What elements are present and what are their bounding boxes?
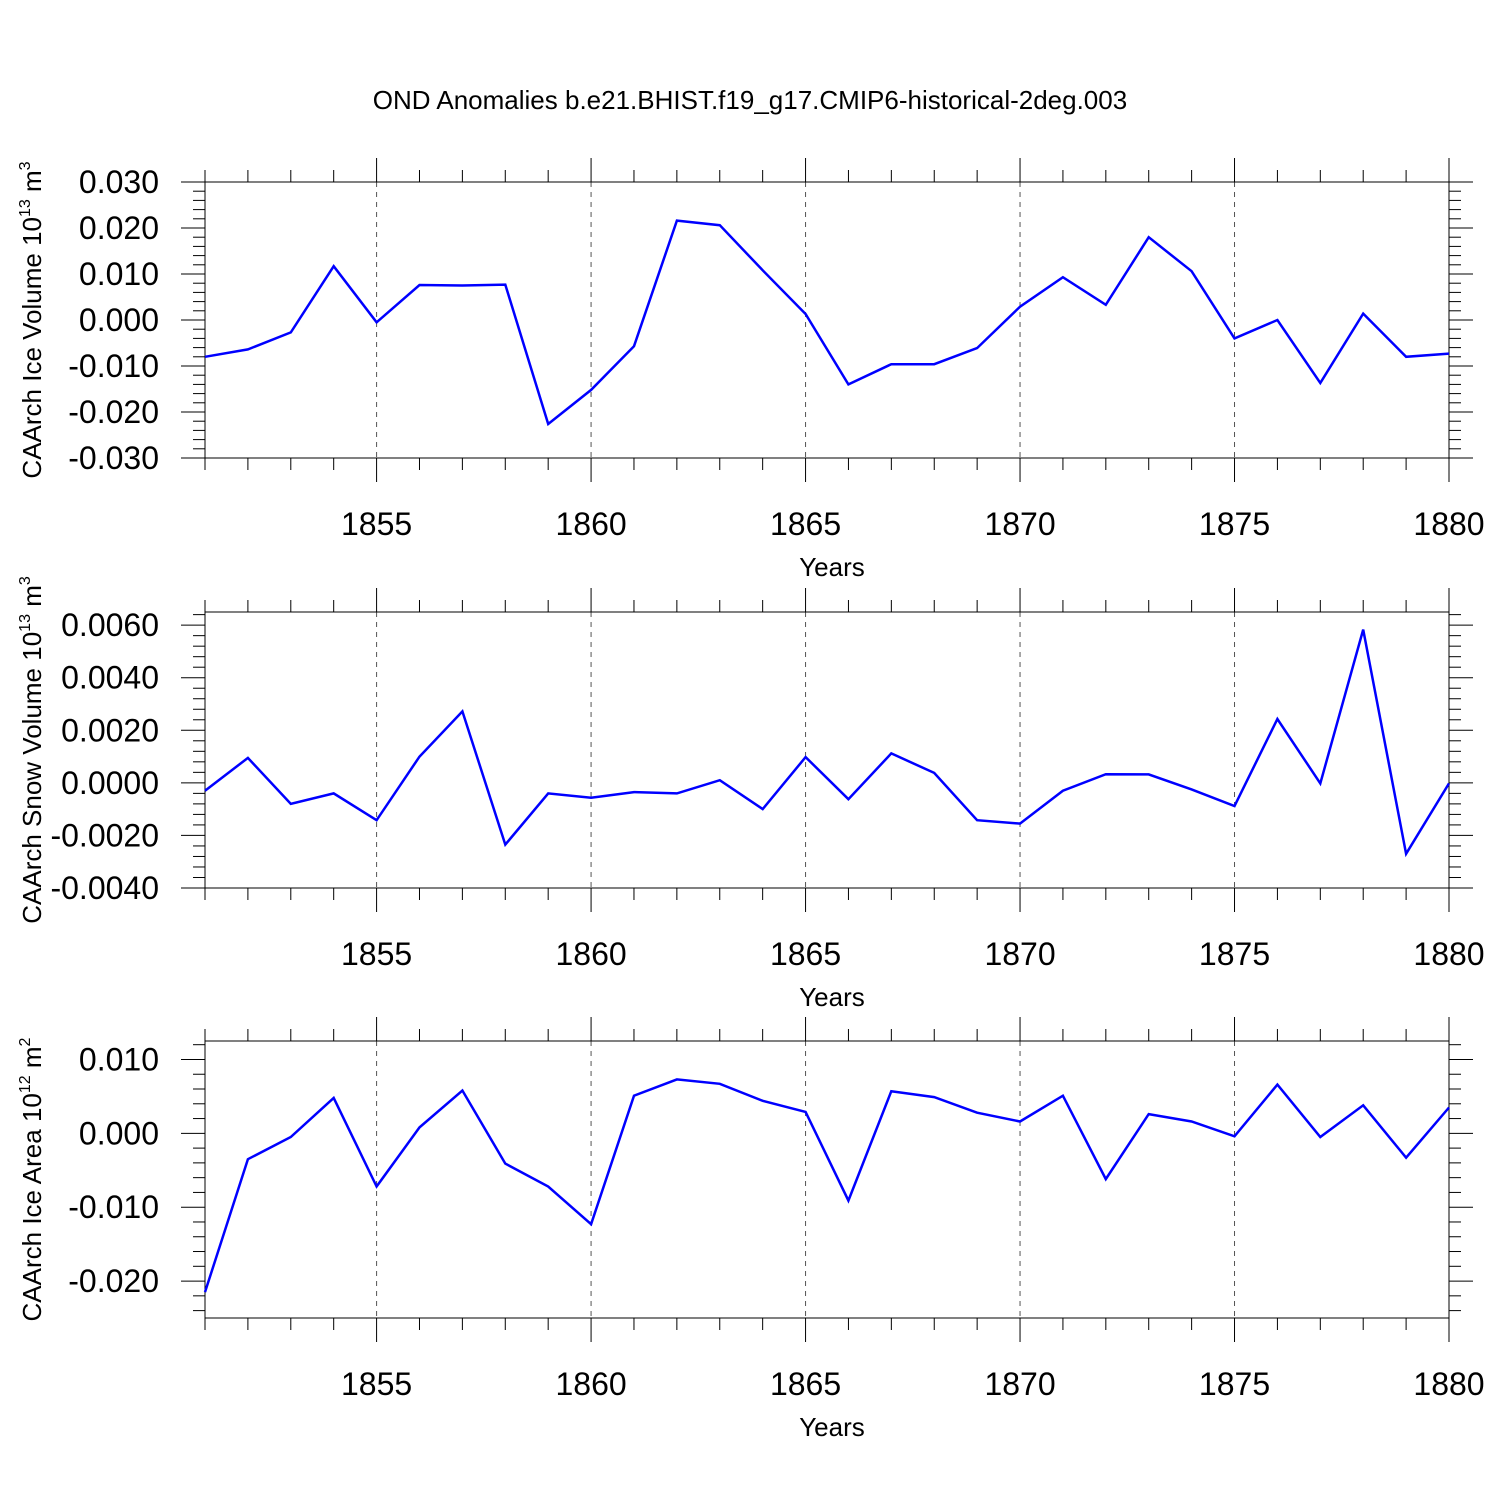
y-axis-title-unit: m (17, 170, 47, 199)
y-axis-title-exponent: 12 (17, 1075, 34, 1093)
y-axis-title-text: CAArch Snow Volume 10 (17, 632, 47, 924)
x-tick-label: 1865 (770, 506, 841, 542)
y-tick-label: 0.020 (79, 210, 159, 246)
series-line (203, 1078, 1450, 1293)
y-axis-title-unit: m (17, 1046, 47, 1075)
y-tick-label: -0.030 (68, 440, 159, 476)
panel-2: 1855 1860 1865 1870 1875 1880 -0.0040 -0.0020 0.… (17, 576, 1485, 1012)
y-axis-title-exponent: 13 (17, 614, 34, 632)
series-line (204, 219, 1450, 427)
x-tick-label: 1855 (341, 936, 412, 972)
y-tick-label: 0.0060 (61, 607, 159, 643)
y-tick-label: -0.010 (68, 348, 159, 384)
x-tick-label: 1880 (1413, 936, 1484, 972)
x-tick-label: 1870 (984, 936, 1055, 972)
x-tick-label: 1860 (555, 936, 626, 972)
x-tick-label: 1865 (770, 1366, 841, 1402)
y-tick-label: 0.010 (79, 1041, 159, 1077)
y-axis-title-unit-exponent: 3 (17, 161, 34, 170)
panel-1: 1855 1860 1865 1870 1875 1880 -0.030 -0.020 -0.0… (17, 158, 1485, 582)
y-axis-title-unit-exponent: 2 (17, 1037, 34, 1046)
y-tick-label: 0.000 (79, 1115, 159, 1151)
x-tick-label: 1860 (555, 506, 626, 542)
y-axis-title-unit-exponent: 3 (17, 576, 34, 585)
x-tick-label: 1875 (1199, 1366, 1270, 1402)
y-axis-title: CAArch Snow Volume 1013 m3 (17, 576, 47, 924)
y-axis-title-unit: m (17, 585, 47, 614)
series-line (204, 629, 1451, 858)
x-tick-label: 1880 (1413, 1366, 1484, 1402)
y-axis-title-text: CAArch Ice Volume 10 (17, 217, 47, 479)
x-tick-label: 1880 (1413, 506, 1484, 542)
x-axis-title: Years (799, 982, 865, 1012)
x-axis-title: Years (799, 552, 865, 582)
y-tick-label: -0.0020 (50, 817, 159, 853)
x-axis-title: Years (799, 1412, 865, 1442)
plot-frame (204, 1040, 1450, 1319)
y-tick-label: 0.000 (79, 302, 159, 338)
y-axis-title-text: CAArch Ice Area 10 (17, 1093, 47, 1321)
x-tick-label: 1875 (1199, 936, 1270, 972)
y-axis-title: CAArch Ice Area 1012 m2 (17, 1037, 47, 1321)
x-tick-label: 1865 (770, 936, 841, 972)
x-tick-label: 1875 (1199, 506, 1270, 542)
y-tick-label: 0.030 (79, 164, 159, 200)
plot-frame (204, 611, 1450, 889)
x-tick-label: 1855 (341, 1366, 412, 1402)
y-tick-label: -0.020 (68, 1263, 159, 1299)
x-tick-label: 1870 (984, 1366, 1055, 1402)
y-tick-label: 0.0040 (61, 660, 159, 696)
x-tick-label: 1855 (341, 506, 412, 542)
figure-title: OND Anomalies b.e21.BHIST.f19_g17.CMIP6-… (373, 85, 1127, 115)
y-tick-label: -0.0040 (50, 870, 159, 906)
y-tick-label: -0.010 (68, 1189, 159, 1225)
y-axis-title-exponent: 13 (17, 199, 34, 217)
y-axis-title: CAArch Ice Volume 1013 m3 (17, 161, 47, 478)
plot-frame (204, 181, 1450, 459)
x-tick-label: 1860 (555, 1366, 626, 1402)
panel-3: 1855 1860 1865 1870 1875 1880 -0.020 -0.010 0.00… (17, 1017, 1485, 1442)
x-tick-label: 1870 (984, 506, 1055, 542)
y-tick-label: 0.0020 (61, 712, 159, 748)
panels: 1855 1860 1865 1870 1875 1880 -0.030 -0.020 -0.0… (17, 158, 1485, 1442)
y-tick-label: -0.020 (68, 394, 159, 430)
y-tick-label: 0.0000 (61, 765, 159, 801)
y-tick-label: 0.010 (79, 256, 159, 292)
